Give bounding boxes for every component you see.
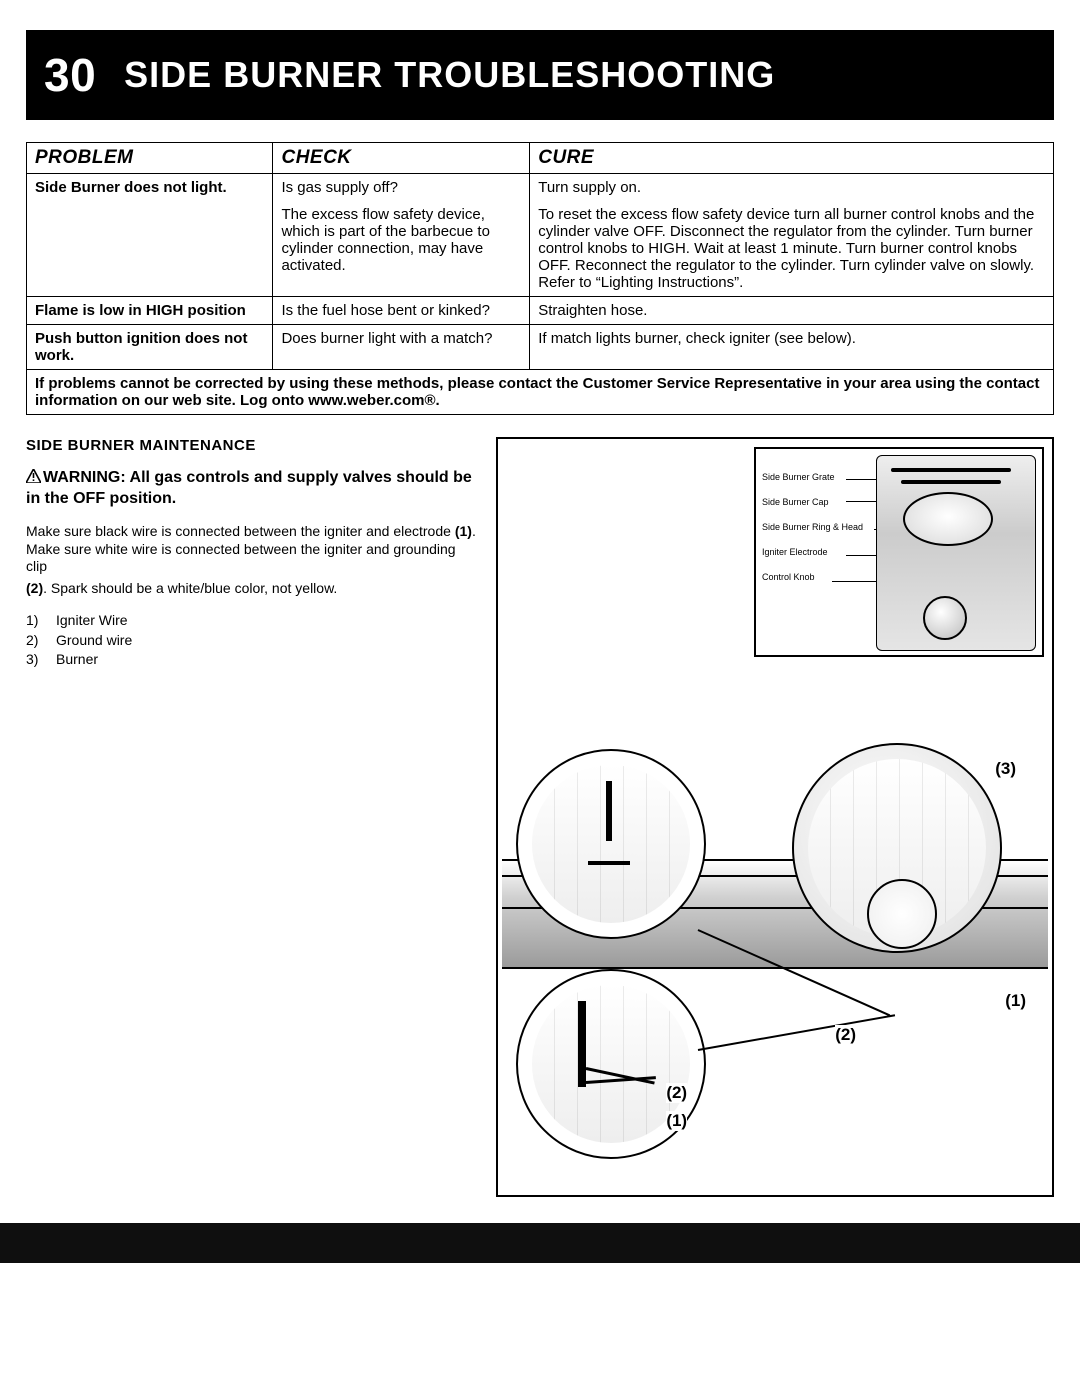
grate-bar [901, 480, 1001, 484]
table-row: Push button ignition does not work. Does… [27, 325, 1054, 370]
check-cell: Is gas supply off? The excess flow safet… [273, 174, 530, 297]
title-bar: 30 SIDE BURNER TROUBLESHOOTING [26, 30, 1054, 120]
warning-icon [26, 469, 41, 489]
warning-line: WARNING: All gas controls and supply val… [26, 468, 478, 509]
cure-cell: Turn supply on. To reset the excess flow… [530, 174, 1054, 297]
wire-shape [588, 861, 630, 865]
callout-2: (2) [835, 1025, 856, 1045]
col-header-check: CHECK [273, 143, 530, 174]
burner-hub-circle [867, 879, 937, 949]
warning-prefix: WARNING: [43, 469, 130, 486]
check-cell: Does burner light with a match? [273, 325, 530, 370]
ref-2: (2) [26, 580, 43, 596]
cure-cell: If match lights burner, check igniter (s… [530, 325, 1054, 370]
check-text: Is gas supply off? [281, 179, 521, 196]
part-label: Side Burner Ring & Head [762, 523, 863, 532]
callout-1: (1) [1005, 991, 1026, 1011]
maint-para-1: Make sure black wire is connected betwee… [26, 523, 478, 576]
diagram-panel: Side Burner Grate Side Burner Cap Side B… [496, 437, 1054, 1197]
text: . Spark should be a white/blue color, no… [43, 580, 337, 596]
part-label: Side Burner Cap [762, 498, 863, 507]
callout-1: (1) [666, 1111, 687, 1131]
legend-item: 2) Ground wire [26, 631, 478, 651]
legend-num: 2) [26, 631, 40, 651]
legend-num: 1) [26, 611, 40, 631]
part-label-list: Side Burner Grate Side Burner Cap Side B… [762, 473, 863, 598]
legend-text: Igniter Wire [56, 611, 128, 631]
problem-cell: Push button ignition does not work. [27, 325, 273, 370]
table-row: Flame is low in HIGH position Is the fue… [27, 297, 1054, 325]
check-cell: Is the fuel hose bent or kinked? [273, 297, 530, 325]
burner-body-shape [876, 455, 1036, 651]
page-title: SIDE BURNER TROUBLESHOOTING [124, 54, 775, 96]
grate-bar [891, 468, 1011, 472]
legend-text: Burner [56, 650, 98, 670]
electrode-shape [606, 781, 612, 841]
col-header-problem: PROBLEM [27, 143, 273, 174]
col-header-cure: CURE [530, 143, 1054, 174]
maint-para-2: (2). Spark should be a white/blue color,… [26, 580, 478, 598]
callout-2: (2) [666, 1083, 687, 1103]
cutaway-diagram: (3) (1) (2) (2) (1) [498, 719, 1052, 1195]
detail-circle-top [516, 749, 706, 939]
control-knob-shape [923, 596, 967, 640]
table-footnote: If problems cannot be corrected by using… [27, 370, 1054, 415]
legend-num: 3) [26, 650, 40, 670]
ref-1: (1) [455, 523, 472, 539]
problem-cell: Flame is low in HIGH position [27, 297, 273, 325]
cure-text: To reset the excess flow safety device t… [538, 206, 1045, 291]
connector-line [698, 1014, 895, 1051]
legend-text: Ground wire [56, 631, 132, 651]
legend-item: 3) Burner [26, 650, 478, 670]
legend-item: 1) Igniter Wire [26, 611, 478, 631]
igniter-shape [578, 1001, 586, 1087]
page-number: 30 [44, 48, 96, 102]
table-header-row: PROBLEM CHECK CURE [27, 143, 1054, 174]
check-text: The excess flow safety device, which is … [281, 206, 521, 274]
legend-list: 1) Igniter Wire 2) Ground wire 3) Burner [26, 611, 478, 670]
problem-cell: Side Burner does not light. [27, 174, 273, 297]
table-footnote-row: If problems cannot be corrected by using… [27, 370, 1054, 415]
maintenance-heading: SIDE BURNER MAINTENANCE [26, 437, 478, 454]
footer-bar [0, 1223, 1080, 1263]
part-label: Side Burner Grate [762, 473, 863, 482]
callout-3: (3) [995, 759, 1016, 779]
cure-cell: Straighten hose. [530, 297, 1054, 325]
maintenance-text-block: SIDE BURNER MAINTENANCE WARNING: All gas… [26, 437, 478, 1197]
text: Make sure black wire is connected betwee… [26, 523, 455, 539]
table-row: Side Burner does not light. Is gas suppl… [27, 174, 1054, 297]
burner-inset-diagram: Side Burner Grate Side Burner Cap Side B… [754, 447, 1044, 657]
cure-text: Turn supply on. [538, 179, 1045, 196]
troubleshooting-table: PROBLEM CHECK CURE Side Burner does not … [26, 142, 1054, 415]
burner-ring-shape [903, 492, 993, 546]
